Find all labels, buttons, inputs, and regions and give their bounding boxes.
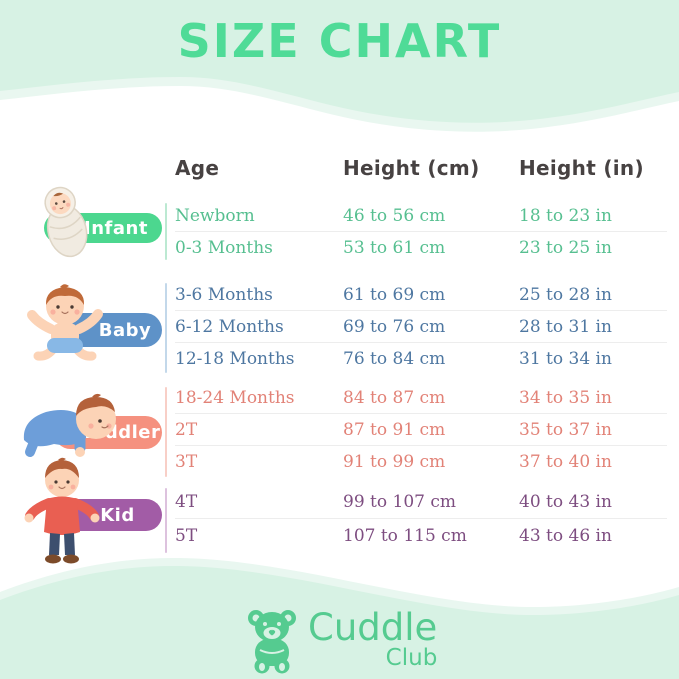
swaddled-newborn-illustration: [44, 186, 88, 258]
height-cm-cell: 69 to 76 cm: [343, 316, 446, 337]
height-cm-cell: 84 to 87 cm: [343, 387, 446, 408]
height-cm-cell: 87 to 91 cm: [343, 419, 446, 440]
age-cell: 5T: [175, 526, 198, 546]
table-row: 2T 87 to 91 cm 35 to 37 in: [175, 414, 667, 446]
height-cm-cell: 61 to 69 cm: [343, 284, 446, 305]
baby-label-pill: Baby: [62, 313, 162, 347]
height-in-cell: 37 to 40 in: [519, 452, 612, 472]
toddler-accent-line: [165, 387, 167, 477]
header-age: Age: [175, 156, 220, 180]
age-cell: 2T: [175, 419, 198, 440]
infant-label: Infant: [84, 217, 148, 239]
age-cell: 4T: [175, 491, 198, 512]
height-cm-cell: 53 to 61 cm: [343, 238, 446, 258]
size-group-infant: Newborn 46 to 56 cm 18 to 23 in 0-3 Months 5…: [175, 200, 667, 264]
teddy-bear-icon: [248, 610, 296, 674]
height-cm-cell: 76 to 84 cm: [343, 349, 446, 369]
height-in-cell: 31 to 34 in: [519, 349, 612, 369]
size-group-baby: 3-6 Months 61 to 69 cm 25 to 28 in 6-12 Mon…: [175, 279, 667, 375]
height-in-cell: 40 to 43 in: [519, 491, 612, 512]
baby-label: Baby: [98, 319, 152, 341]
age-cell: 0-3 Months: [175, 238, 273, 258]
age-cell: 18-24 Months: [175, 387, 295, 408]
height-in-cell: 43 to 46 in: [519, 526, 612, 546]
height-in-cell: 18 to 23 in: [519, 205, 612, 226]
age-cell: 6-12 Months: [175, 316, 284, 337]
height-in-cell: 35 to 37 in: [519, 419, 612, 440]
height-in-cell: 25 to 28 in: [519, 284, 612, 305]
table-row: 5T 107 to 115 cm 43 to 46 in: [175, 519, 667, 553]
age-cell: 3T: [175, 452, 198, 472]
table-row: 12-18 Months 76 to 84 cm 31 to 34 in: [175, 343, 667, 375]
table-row: 6-12 Months 69 to 76 cm 28 to 31 in: [175, 311, 667, 343]
size-group-kid: 4T 99 to 107 cm 40 to 43 in 5T 107 to 115 cm…: [175, 485, 667, 553]
height-in-cell: 23 to 25 in: [519, 238, 612, 258]
header-height-in: Height (in): [519, 156, 644, 180]
height-in-cell: 34 to 35 in: [519, 387, 612, 408]
sitting-baby-illustration: [27, 284, 103, 361]
crawling-toddler-illustration: [23, 393, 116, 457]
table-row: Newborn 46 to 56 cm 18 to 23 in: [175, 200, 667, 232]
baby-accent-line: [165, 283, 167, 373]
top-wave-band: [0, 0, 679, 132]
header-height-cm: Height (cm): [343, 156, 480, 180]
size-group-toddler: 18-24 Months 84 to 87 cm 34 to 35 in 2T 87 t…: [175, 382, 667, 478]
height-cm-cell: 99 to 107 cm: [343, 491, 456, 512]
page-title: SIZE CHART: [177, 14, 502, 68]
kid-accent-line: [165, 488, 167, 553]
table-row: 18-24 Months 84 to 87 cm 34 to 35 in: [175, 382, 667, 414]
bottom-wave-band: [0, 557, 679, 679]
brand-name: Cuddle: [308, 606, 438, 649]
brand-name-secondary: Club: [385, 645, 438, 671]
height-in-cell: 28 to 31 in: [519, 316, 612, 337]
table-row: 4T 99 to 107 cm 40 to 43 in: [175, 485, 667, 519]
height-cm-cell: 46 to 56 cm: [343, 205, 446, 226]
height-cm-cell: 91 to 99 cm: [343, 452, 446, 472]
kid-label: Kid: [100, 504, 135, 526]
age-cell: 12-18 Months: [175, 349, 295, 369]
age-cell: 3-6 Months: [175, 284, 273, 305]
table-row: 0-3 Months 53 to 61 cm 23 to 25 in: [175, 232, 667, 264]
infant-accent-line: [165, 203, 167, 260]
standing-kid-illustration: [24, 457, 100, 564]
brand-logo: Cuddle Club: [244, 608, 437, 676]
age-cell: Newborn: [175, 205, 255, 226]
table-row: 3-6 Months 61 to 69 cm 25 to 28 in: [175, 279, 667, 311]
height-cm-cell: 107 to 115 cm: [343, 526, 467, 546]
table-header: Age Height (cm) Height (in): [175, 150, 667, 186]
table-row: 3T 91 to 99 cm 37 to 40 in: [175, 446, 667, 478]
